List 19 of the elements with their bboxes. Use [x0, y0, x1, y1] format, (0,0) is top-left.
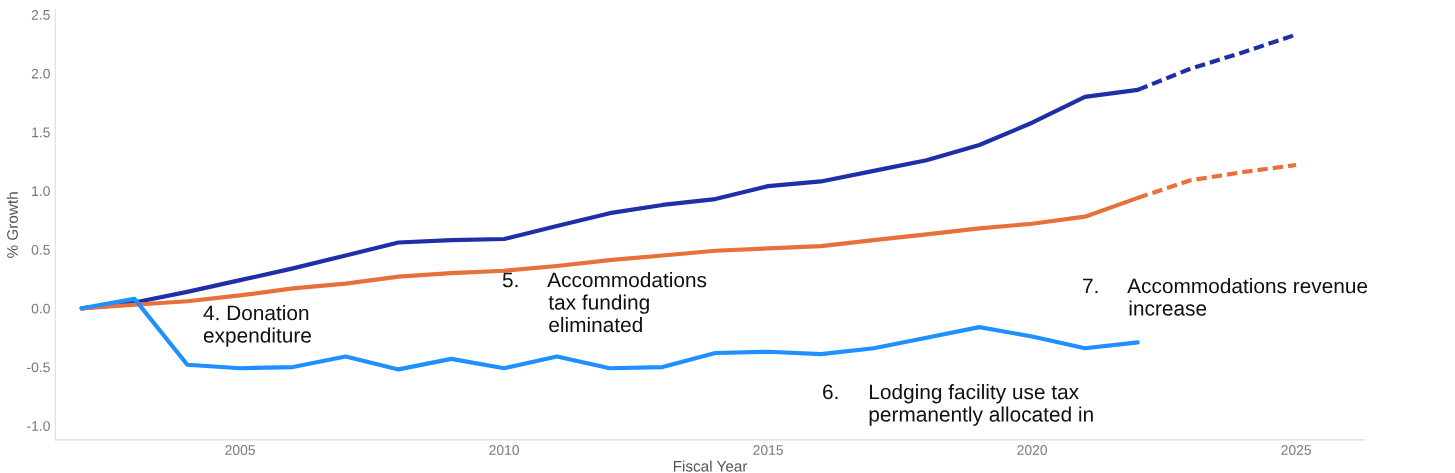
- annotation: 7. Accommodations revenue increase: [1083, 278, 1368, 316]
- y-tick-label: -0.5: [27, 362, 50, 373]
- y-tick-label: 1.0: [32, 186, 50, 197]
- x-tick-label: 2005: [225, 445, 255, 455]
- y-tick-label: 0.0: [31, 303, 50, 314]
- x-axis-title: Fiscal Year: [673, 460, 748, 472]
- annotation: 5. Accommodations tax funding eliminated: [502, 272, 707, 333]
- y-axis-title: % Growth: [6, 192, 18, 258]
- y-tick-label: 2.5: [31, 9, 50, 20]
- y-tick-label: 0.5: [31, 244, 50, 255]
- annotation: 4. Donation expenditure: [203, 305, 311, 347]
- x-tick-label: 2025: [1281, 445, 1312, 455]
- x-tick-label: 2010: [489, 445, 520, 455]
- y-tick-label: -1.0: [27, 421, 50, 431]
- y-tick-label: 1.5: [32, 127, 50, 138]
- x-tick-label: 2015: [753, 445, 783, 455]
- y-tick-label: 2.0: [31, 68, 50, 79]
- x-tick-label: 2020: [1017, 445, 1048, 455]
- annotation: 6. Lodging facility use tax permanently allocated in: [823, 384, 1093, 426]
